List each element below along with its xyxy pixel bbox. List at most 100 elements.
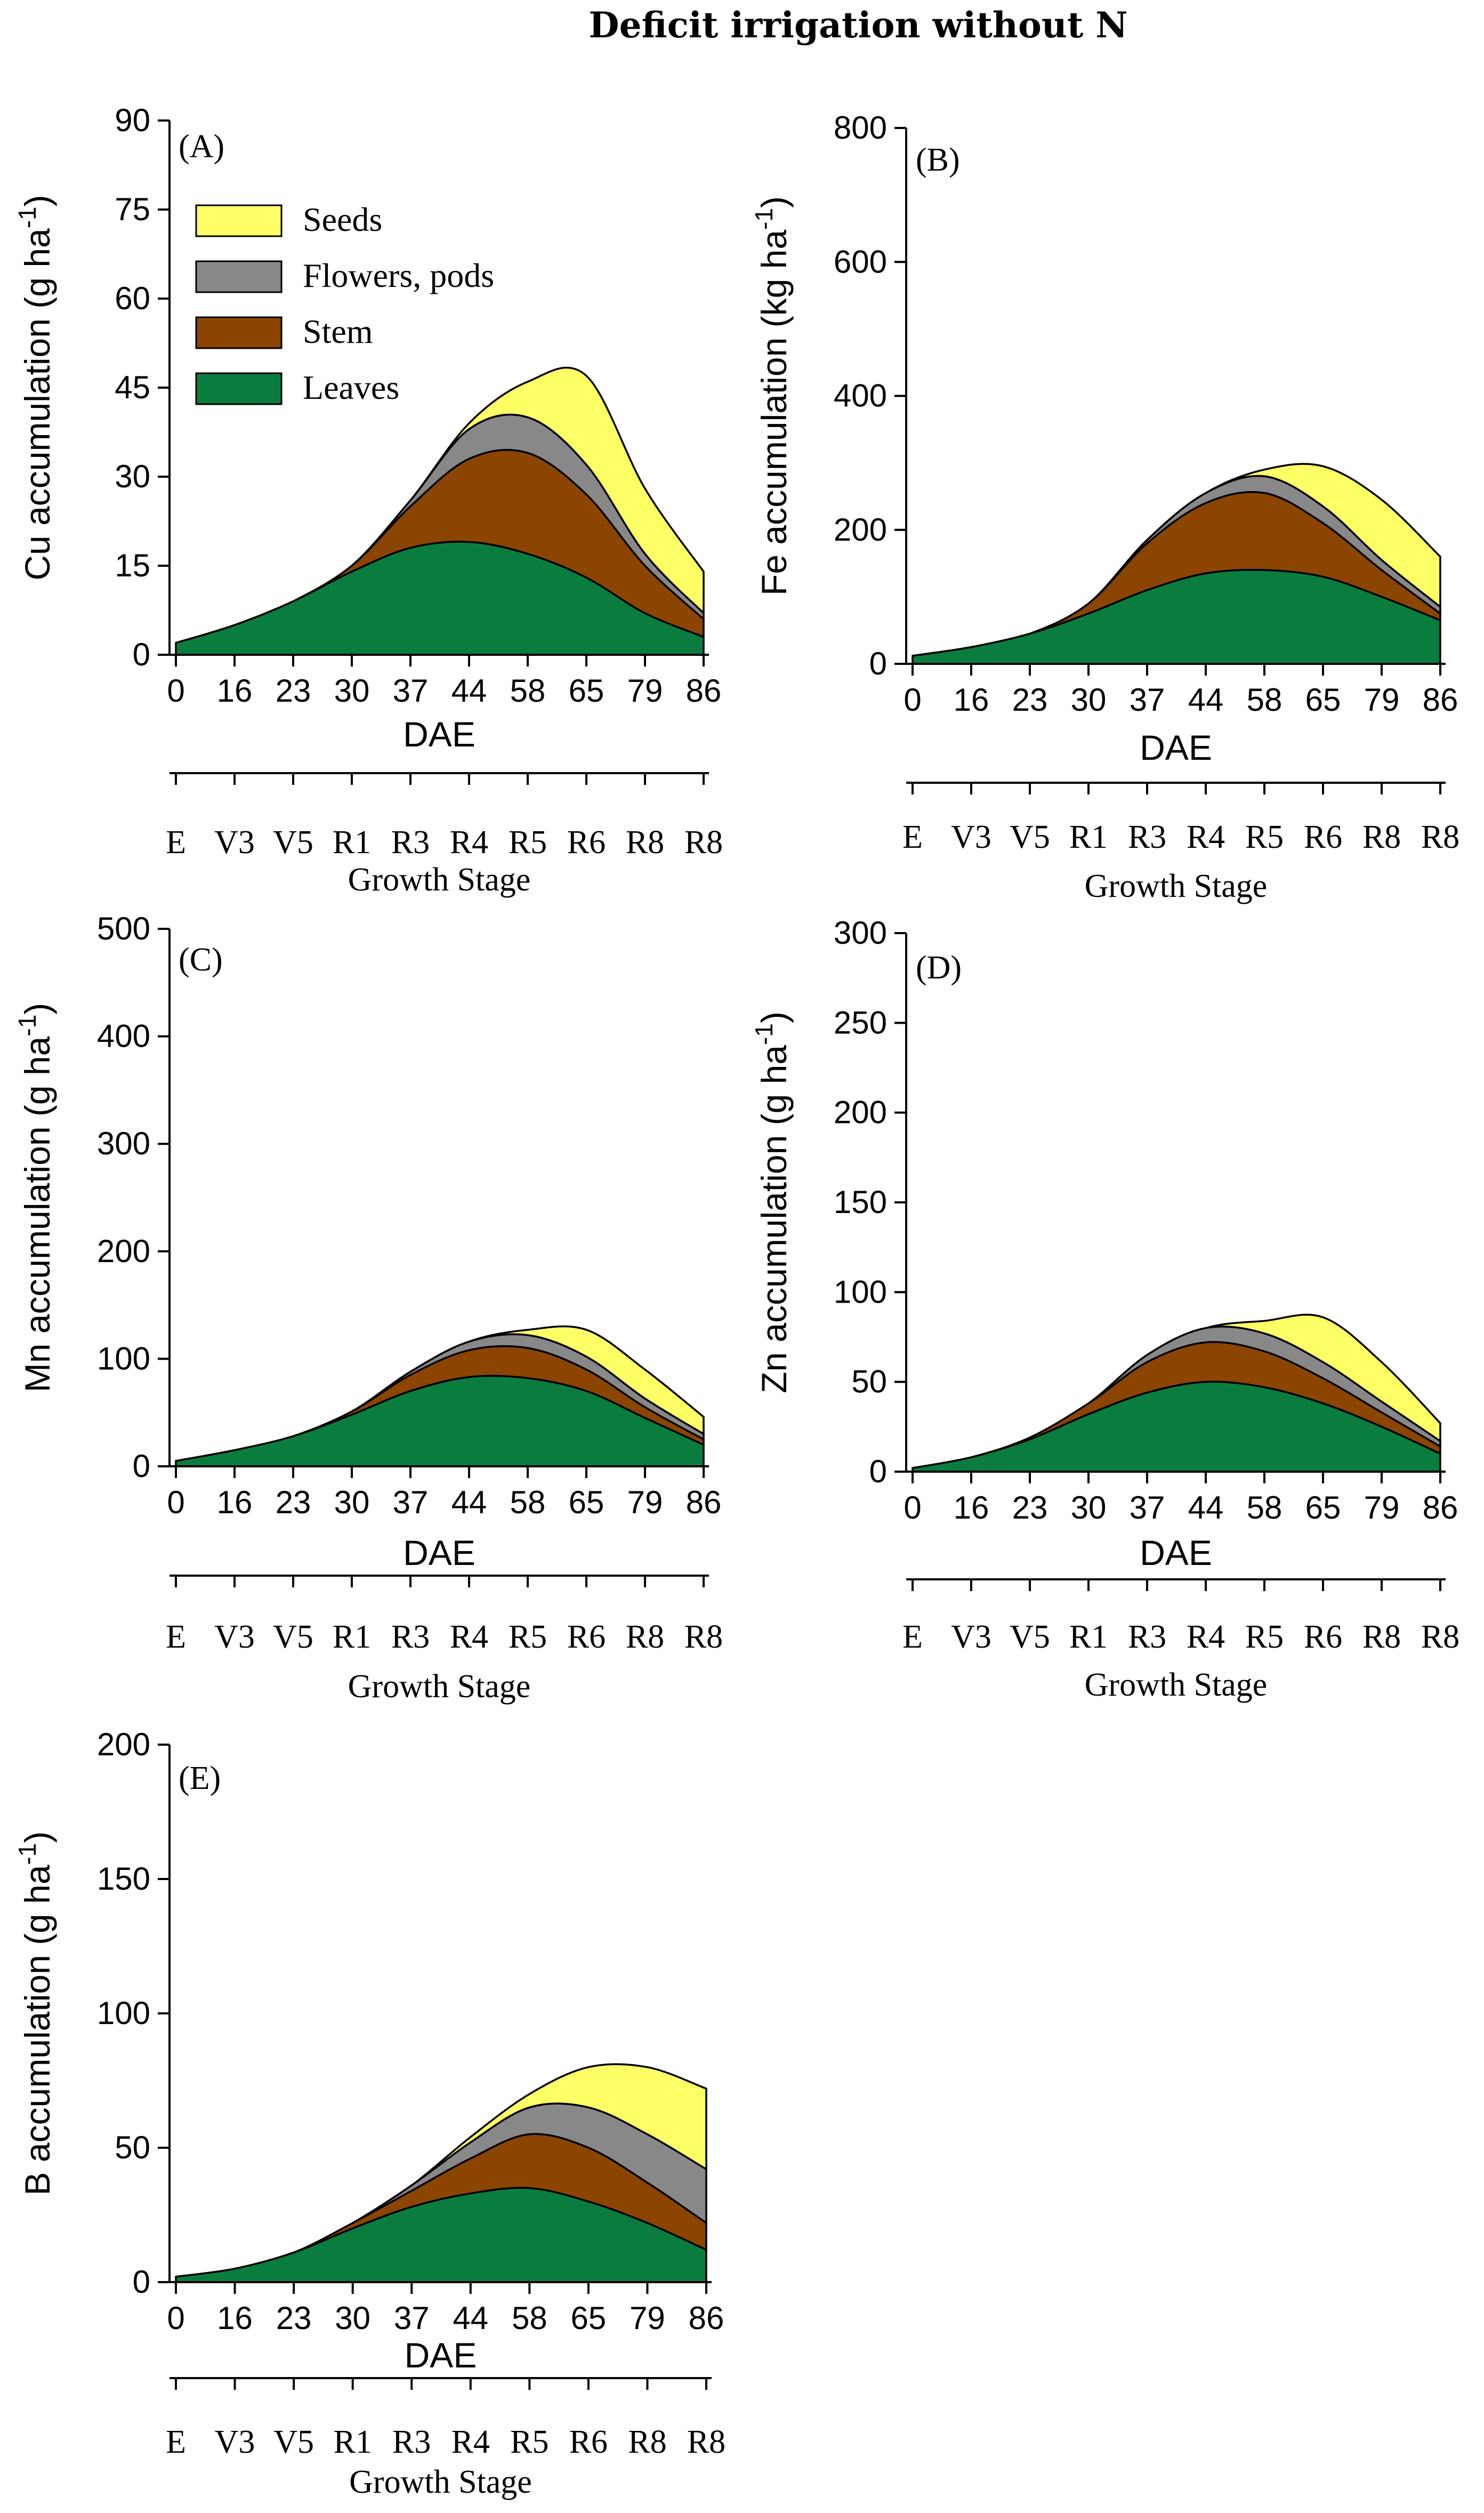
panel-label: (D)	[916, 950, 962, 986]
x-tick-label: 44	[451, 673, 487, 709]
x-tick-label: 37	[393, 1484, 429, 1520]
y-tick-label: 400	[834, 378, 887, 414]
stage-tick-label: V5	[273, 1619, 313, 1655]
x-tick-label: 79	[1364, 1490, 1400, 1526]
stage-tick-label: R5	[1245, 819, 1284, 855]
stage-tick-label: R1	[333, 1619, 371, 1655]
y-tick-label: 600	[834, 244, 887, 279]
stage-tick-label: R8	[628, 2424, 666, 2460]
x-tick-label: 58	[510, 1484, 546, 1520]
legend-item: Seeds	[195, 200, 382, 238]
stage-tick-label: R4	[1187, 819, 1225, 855]
x-tick-label: 58	[1247, 682, 1283, 718]
legend-label: Seeds	[303, 200, 382, 238]
y-tick-label: 800	[834, 110, 887, 146]
legend-label: Flowers, pods	[303, 256, 494, 294]
stage-tick-label: R6	[567, 1619, 606, 1655]
y-tick-label: 150	[834, 1184, 887, 1220]
x-tick-label: 23	[1012, 1490, 1048, 1526]
y-tick-label: 150	[97, 1861, 150, 1897]
x-tick-label: 0	[904, 1490, 921, 1526]
y-tick-label: 300	[97, 1126, 150, 1161]
y-tick-label: 45	[115, 370, 150, 405]
y-axis-title: Zn accumulation (g ha-1)	[750, 1011, 794, 1393]
stage-tick-label: V3	[951, 1619, 991, 1655]
chart-panel-d: 0 50 100 150 200 250 300 0 16 23 30 37 44 58 65 79 86 DAE…	[750, 915, 1459, 1703]
x-tick-label: 86	[1423, 1490, 1458, 1526]
x-tick-label: 65	[569, 1484, 604, 1520]
stage-tick-label: R5	[1245, 1619, 1284, 1655]
x-tick-label: 30	[1071, 1490, 1107, 1526]
stage-tick-label: R6	[1304, 819, 1342, 855]
x-tick-label: 65	[1305, 682, 1341, 718]
stage-tick-label: V5	[1010, 1619, 1050, 1655]
stage-tick-label: E	[902, 1619, 923, 1655]
x-tick-label: 37	[394, 2300, 430, 2336]
x-tick-label: 86	[1423, 682, 1458, 718]
stage-tick-label: R5	[509, 824, 547, 861]
legend-swatch	[195, 204, 283, 237]
stage-tick-label: R4	[451, 2424, 490, 2460]
y-axis-title: Cu accumulation (g ha-1)	[13, 195, 57, 580]
stage-tick-label: E	[166, 824, 186, 861]
x-tick-label: 44	[451, 1484, 487, 1520]
stage-tick-label: V3	[215, 2424, 255, 2460]
y-tick-label: 200	[834, 1095, 887, 1130]
stage-tick-label: E	[166, 1619, 186, 1655]
stage-tick-label: R3	[1128, 819, 1166, 855]
x-tick-label: 23	[276, 2300, 312, 2336]
y-tick-label: 0	[133, 1448, 150, 1484]
stage-tick-label: R6	[1304, 1619, 1342, 1655]
stage-tick-label: R4	[450, 1619, 488, 1655]
stage-tick-label: R8	[1362, 819, 1401, 855]
y-tick-label: 100	[834, 1274, 887, 1310]
stage-tick-label: E	[902, 819, 923, 855]
stage-tick-label: V5	[273, 824, 313, 861]
x-tick-label: 86	[686, 673, 722, 709]
x-tick-label: 16	[217, 1484, 253, 1520]
legend-item: Leaves	[195, 368, 399, 406]
x-tick-label: 30	[335, 2300, 370, 2336]
stage-tick-label: R8	[684, 1619, 723, 1655]
x-tick-label: 30	[334, 673, 370, 709]
x-tick-label: 16	[954, 1490, 989, 1526]
legend-swatch	[195, 260, 283, 293]
stage-tick-label: R8	[1362, 1619, 1401, 1655]
x-tick-label: 79	[630, 2300, 665, 2336]
stage-tick-label: R8	[684, 824, 723, 861]
x-tick-label: 37	[1130, 1490, 1165, 1526]
stage-axis-title: Growth Stage	[348, 862, 531, 898]
y-tick-label: 0	[133, 2264, 150, 2300]
legend-label: Leaves	[303, 368, 399, 406]
x-tick-label: 16	[217, 2300, 253, 2336]
x-tick-label: 23	[1012, 682, 1048, 718]
x-axis-title: DAE	[403, 1533, 475, 1572]
stage-axis-title: Growth Stage	[1085, 868, 1268, 904]
y-tick-label: 75	[115, 191, 150, 227]
x-tick-label: 30	[334, 1484, 370, 1520]
y-tick-label: 30	[115, 459, 150, 494]
stage-tick-label: R3	[391, 1619, 430, 1655]
x-tick-label: 23	[276, 673, 311, 709]
x-axis-title: DAE	[1140, 1533, 1212, 1572]
stage-tick-label: E	[166, 2424, 186, 2460]
x-tick-label: 58	[1247, 1490, 1283, 1526]
legend-item: Flowers, pods	[195, 256, 494, 294]
y-tick-label: 300	[834, 915, 887, 951]
x-tick-label: 79	[1364, 682, 1400, 718]
stage-tick-label: V3	[214, 824, 255, 861]
stage-tick-label: R3	[392, 2424, 431, 2460]
y-tick-label: 15	[115, 548, 150, 583]
stage-tick-label: R1	[1069, 1619, 1108, 1655]
stage-tick-label: R3	[1128, 1619, 1166, 1655]
stage-tick-label: R6	[569, 2424, 608, 2460]
x-tick-label: 0	[167, 673, 184, 709]
x-tick-label: 0	[904, 682, 921, 718]
legend: Seeds Flowers, pods Stem Leaves	[195, 200, 494, 406]
x-tick-label: 30	[1071, 682, 1107, 718]
panel-label: (B)	[916, 142, 960, 178]
stage-tick-label: R5	[510, 2424, 549, 2460]
stage-tick-label: R3	[391, 824, 430, 861]
